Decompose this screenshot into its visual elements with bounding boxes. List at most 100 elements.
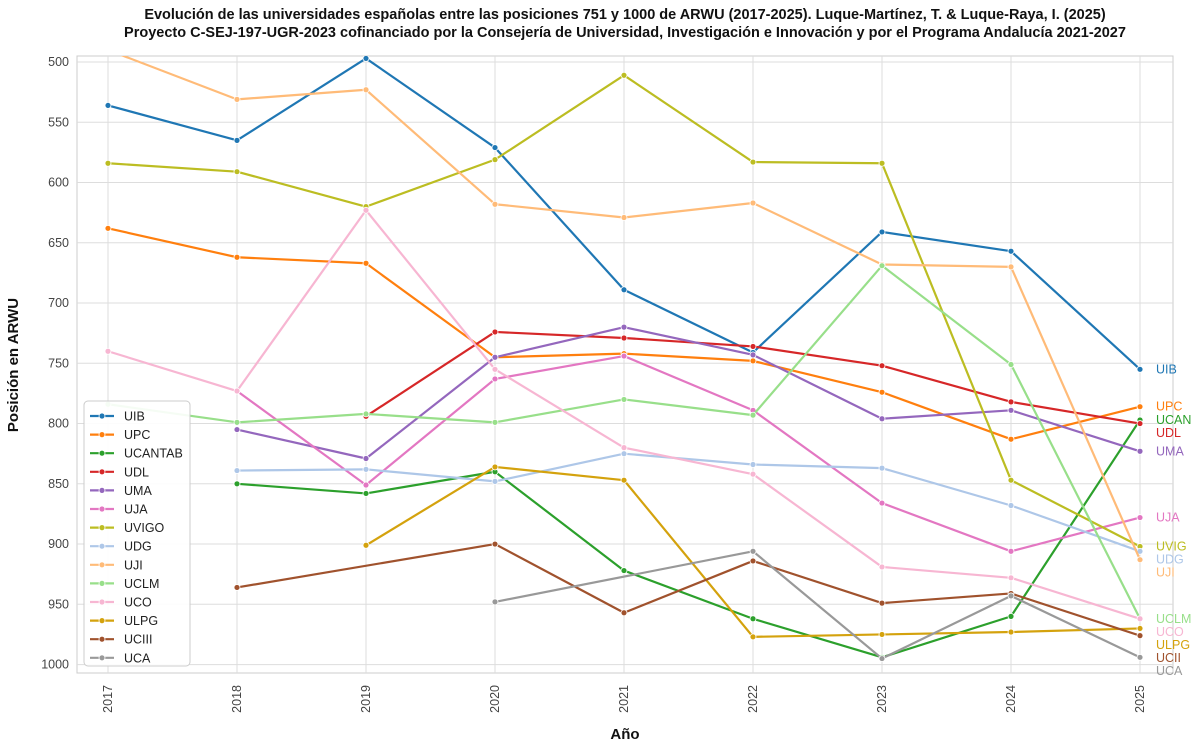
data-point bbox=[491, 144, 499, 151]
data-point bbox=[362, 259, 370, 267]
data-point bbox=[878, 563, 886, 571]
data-point bbox=[749, 470, 757, 478]
data-point bbox=[1136, 447, 1144, 455]
data-point bbox=[1007, 247, 1015, 255]
legend-label: UCANTAB bbox=[124, 447, 183, 461]
legend-swatch-marker bbox=[98, 598, 106, 606]
chart-subtitle: Proyecto C-SEJ-197-UGR-2023 cofinanciado… bbox=[124, 25, 1126, 41]
data-point bbox=[104, 102, 112, 109]
data-point bbox=[104, 159, 112, 167]
end-label-upc: UPC bbox=[1156, 400, 1182, 414]
data-point bbox=[1136, 420, 1144, 427]
legend-swatch-marker bbox=[98, 617, 106, 624]
data-point bbox=[233, 168, 241, 176]
end-label-uca: UCA bbox=[1156, 664, 1183, 678]
data-point bbox=[1007, 263, 1015, 271]
data-point bbox=[1136, 403, 1144, 411]
data-point bbox=[749, 158, 757, 166]
legend-box bbox=[83, 400, 191, 667]
end-label-uib: UIB bbox=[1156, 362, 1177, 376]
legend-swatch-marker bbox=[98, 542, 106, 550]
data-point bbox=[878, 599, 886, 607]
data-point bbox=[233, 426, 241, 433]
end-label-uja: UJA bbox=[1156, 511, 1180, 525]
y-tick-label: 900 bbox=[48, 537, 69, 551]
x-tick-label: 2025 bbox=[1133, 685, 1147, 713]
data-point bbox=[1136, 365, 1144, 373]
legend-swatch-marker bbox=[98, 635, 106, 643]
data-point bbox=[878, 415, 886, 423]
data-point bbox=[620, 567, 628, 574]
series-line bbox=[236, 354, 1141, 553]
data-point bbox=[491, 598, 499, 606]
end-label-uji: UJI bbox=[1156, 565, 1175, 579]
y-tick-label: 850 bbox=[48, 477, 69, 491]
data-point bbox=[749, 199, 757, 207]
legend-label: UCLM bbox=[124, 577, 159, 591]
data-point bbox=[362, 490, 370, 497]
data-point bbox=[749, 547, 757, 555]
data-point bbox=[1007, 435, 1015, 443]
data-point bbox=[620, 71, 628, 79]
y-axis-label: Posición en ARWU bbox=[5, 298, 22, 432]
x-tick-label: 2023 bbox=[875, 685, 889, 713]
data-point bbox=[491, 365, 499, 373]
data-point bbox=[233, 95, 241, 103]
data-point bbox=[491, 353, 499, 361]
data-point bbox=[1136, 653, 1144, 661]
legend: UIB UPC UCANTAB UDL UMA UJA UVIGO UDG UJI UCLM UCO… bbox=[83, 400, 191, 667]
data-point bbox=[1136, 556, 1144, 564]
data-point bbox=[749, 461, 757, 468]
x-tick-label: 2019 bbox=[359, 685, 373, 713]
data-point bbox=[233, 136, 241, 144]
legend-swatch-marker bbox=[98, 580, 106, 587]
legend-swatch-marker bbox=[98, 431, 106, 439]
data-point bbox=[620, 214, 628, 221]
data-point bbox=[878, 159, 886, 167]
data-point bbox=[1007, 476, 1015, 484]
data-point bbox=[233, 418, 241, 426]
legend-item-uma: UMA bbox=[90, 484, 152, 498]
data-point bbox=[749, 633, 757, 641]
legend-label: UCIII bbox=[124, 633, 152, 647]
data-point bbox=[233, 480, 241, 488]
data-point bbox=[491, 477, 499, 485]
legend-item-udg: UDG bbox=[90, 540, 152, 554]
data-point bbox=[620, 444, 628, 452]
end-label-uma: UMA bbox=[1156, 444, 1184, 458]
data-point bbox=[878, 262, 886, 270]
x-tick-label: 2018 bbox=[230, 685, 244, 713]
data-point bbox=[1007, 628, 1015, 636]
data-point bbox=[1007, 592, 1015, 600]
data-point bbox=[878, 228, 886, 236]
data-point bbox=[1136, 632, 1144, 640]
data-point bbox=[620, 286, 628, 294]
end-label-ulpg: ULPG bbox=[1156, 638, 1190, 652]
chart-title: Evolución de las universidades españolas… bbox=[144, 7, 1106, 23]
x-tick-label: 2021 bbox=[617, 685, 631, 713]
data-point bbox=[620, 476, 628, 484]
data-point bbox=[749, 343, 757, 350]
data-point bbox=[1007, 361, 1015, 368]
legend-swatch-marker bbox=[98, 468, 106, 476]
data-point bbox=[1007, 406, 1015, 414]
legend-item-upc: UPC bbox=[90, 428, 150, 442]
legend-label: UJI bbox=[124, 558, 143, 572]
x-axis-ticks: 2017 2018 2019 2020 2021 2022 2023 2024 2025 bbox=[101, 685, 1147, 713]
y-tick-label: 700 bbox=[48, 296, 69, 310]
data-point bbox=[491, 540, 499, 548]
series-line bbox=[236, 419, 1141, 659]
data-point bbox=[362, 465, 370, 473]
series-udg bbox=[233, 450, 1144, 555]
legend-label: UMA bbox=[124, 484, 152, 498]
data-point bbox=[491, 328, 499, 336]
legend-label: UCO bbox=[124, 596, 152, 610]
legend-label: UDL bbox=[124, 465, 149, 479]
legend-label: UVIGO bbox=[124, 521, 165, 535]
data-point bbox=[491, 463, 499, 471]
legend-item-uca: UCA bbox=[90, 651, 151, 665]
data-point bbox=[362, 56, 370, 62]
y-tick-label: 600 bbox=[48, 176, 69, 190]
data-point bbox=[1007, 398, 1015, 406]
